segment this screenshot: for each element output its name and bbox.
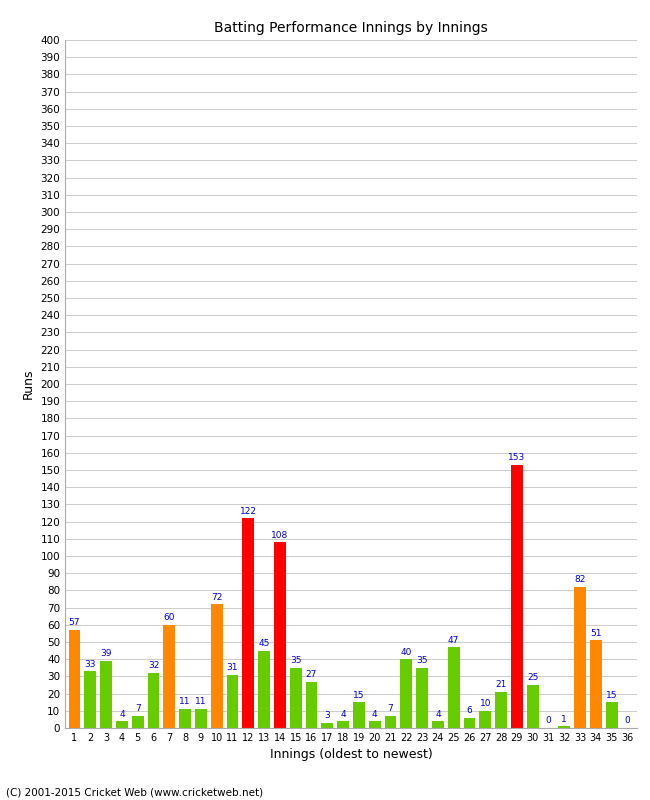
Text: 10: 10 (480, 699, 491, 708)
Bar (480, 710, 491, 728)
Text: 0: 0 (545, 717, 551, 726)
Bar (306, 682, 317, 728)
Bar (416, 668, 428, 728)
Text: 51: 51 (590, 629, 602, 638)
Bar (511, 465, 523, 728)
Bar (574, 587, 586, 728)
Bar (353, 702, 365, 728)
Bar (400, 659, 412, 728)
Text: 11: 11 (179, 698, 191, 706)
Bar (132, 716, 144, 728)
Text: 27: 27 (306, 670, 317, 679)
Bar (195, 709, 207, 728)
Text: 82: 82 (575, 575, 586, 584)
Text: 33: 33 (84, 660, 96, 669)
Bar (337, 721, 349, 728)
Y-axis label: Runs: Runs (22, 369, 35, 399)
Title: Batting Performance Innings by Innings: Batting Performance Innings by Innings (214, 21, 488, 34)
Text: 31: 31 (227, 663, 239, 672)
X-axis label: Innings (oldest to newest): Innings (oldest to newest) (270, 749, 432, 762)
Text: 6: 6 (467, 706, 473, 715)
Bar (116, 721, 128, 728)
Bar (385, 716, 396, 728)
Text: 122: 122 (240, 506, 257, 515)
Bar (84, 671, 96, 728)
Text: 7: 7 (135, 704, 140, 714)
Bar (526, 685, 539, 728)
Text: 15: 15 (606, 690, 618, 700)
Bar (606, 702, 618, 728)
Text: 108: 108 (271, 530, 289, 540)
Bar (290, 668, 302, 728)
Bar (242, 518, 254, 728)
Text: 0: 0 (625, 717, 630, 726)
Text: 25: 25 (527, 674, 538, 682)
Bar (495, 692, 507, 728)
Bar (211, 604, 222, 728)
Text: 35: 35 (290, 656, 302, 666)
Text: 15: 15 (353, 690, 365, 700)
Text: 40: 40 (400, 648, 412, 657)
Text: 72: 72 (211, 593, 222, 602)
Bar (590, 640, 602, 728)
Text: 32: 32 (148, 662, 159, 670)
Text: 11: 11 (195, 698, 207, 706)
Bar (369, 721, 381, 728)
Bar (558, 726, 570, 728)
Text: 4: 4 (435, 710, 441, 718)
Bar (258, 650, 270, 728)
Bar (321, 723, 333, 728)
Bar (179, 709, 191, 728)
Text: 45: 45 (259, 639, 270, 648)
Bar (274, 542, 286, 728)
Bar (68, 630, 81, 728)
Bar (148, 673, 159, 728)
Bar (227, 674, 239, 728)
Text: 4: 4 (119, 710, 125, 718)
Text: 4: 4 (341, 710, 346, 718)
Text: 47: 47 (448, 635, 460, 645)
Bar (448, 647, 460, 728)
Text: 35: 35 (417, 656, 428, 666)
Text: 21: 21 (495, 680, 507, 690)
Text: 60: 60 (164, 614, 175, 622)
Text: 153: 153 (508, 454, 526, 462)
Text: 7: 7 (387, 704, 393, 714)
Text: (C) 2001-2015 Cricket Web (www.cricketweb.net): (C) 2001-2015 Cricket Web (www.cricketwe… (6, 787, 264, 798)
Text: 57: 57 (69, 618, 80, 627)
Text: 4: 4 (372, 710, 378, 718)
Text: 3: 3 (324, 711, 330, 720)
Bar (100, 661, 112, 728)
Text: 1: 1 (562, 714, 567, 724)
Text: 39: 39 (100, 650, 112, 658)
Bar (432, 721, 444, 728)
Bar (463, 718, 475, 728)
Bar (163, 625, 176, 728)
